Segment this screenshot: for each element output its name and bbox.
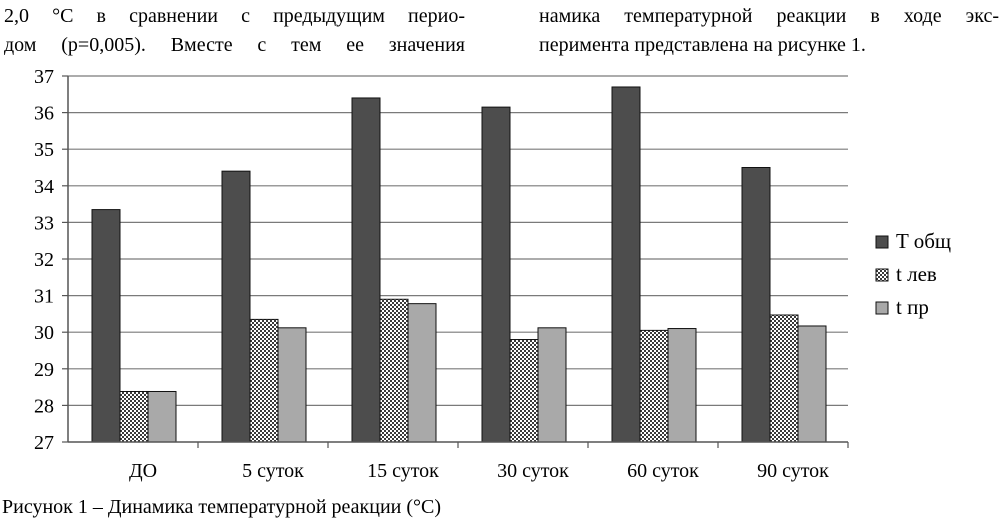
x-tick-label: 15 суток <box>367 460 439 482</box>
y-tick-label: 28 <box>34 395 54 417</box>
paragraph-right: намика температурной реакции в ходе экс-… <box>539 2 999 60</box>
bar-t-obsch <box>91 209 121 443</box>
bar-t-pr <box>277 327 307 443</box>
axes <box>62 75 849 448</box>
bar-t-pr <box>667 328 697 443</box>
y-tick-label: 36 <box>34 103 54 125</box>
y-tick-label: 34 <box>34 176 54 198</box>
bar-t-obsch <box>481 106 511 443</box>
paragraph-right-line-1: намика температурной реакции в ходе экс- <box>539 5 999 27</box>
bar-t-lev <box>379 298 409 443</box>
x-axis-ticks: ДО 5 суток 15 суток 30 суток 60 суток 90 суто… <box>129 460 829 482</box>
legend: T общ t лев t пр <box>875 229 951 319</box>
y-tick-label: 33 <box>34 212 54 234</box>
legend-label: t пр <box>896 295 929 319</box>
paragraph-left-line-2: дом (p=0,005). Вместе с тем ее значения <box>4 34 465 56</box>
y-tick-label: 37 <box>34 66 54 88</box>
legend-label: t лев <box>896 262 937 286</box>
bar-t-lev <box>509 339 539 443</box>
y-tick-label: 32 <box>34 249 54 271</box>
bar-t-lev <box>769 314 799 443</box>
x-tick-label: 5 суток <box>242 460 304 482</box>
legend-swatch <box>875 268 889 282</box>
paragraph-right-line-2: перимента представлена на рисунке 1. <box>539 34 866 56</box>
bar-t-pr <box>537 327 567 443</box>
paragraph-left: 2,0 °С в сравнении с предыдущим перио- д… <box>4 2 465 60</box>
bar-t-obsch <box>611 86 641 443</box>
figure-caption: Рисунок 1 – Динамика температурной реакц… <box>2 496 442 518</box>
bar-t-lev <box>639 329 669 443</box>
y-tick-label: 30 <box>34 322 54 344</box>
y-tick-label: 35 <box>34 139 54 161</box>
legend-swatch <box>875 235 889 249</box>
x-tick-label: ДО <box>129 460 157 482</box>
bar-t-lev <box>249 318 279 443</box>
grid-layer <box>68 75 848 406</box>
bar-t-obsch <box>741 167 771 443</box>
x-tick-label: 60 суток <box>627 460 699 482</box>
bar-t-pr <box>407 303 437 443</box>
bar-t-obsch <box>351 97 381 443</box>
bar-t-pr <box>147 390 177 443</box>
bar-t-lev <box>119 390 149 443</box>
bar-t-obsch <box>221 170 251 443</box>
temperature-bar-chart: 27 28 29 30 31 32 33 34 35 36 37 ДО 5 суток 15 суток… <box>34 66 951 482</box>
bar-t-pr <box>797 325 827 443</box>
bars <box>91 86 827 443</box>
y-axis-ticks: 27 28 29 30 31 32 33 34 35 36 37 <box>34 66 54 454</box>
x-tick-label: 30 суток <box>497 460 569 482</box>
x-tick-label: 90 суток <box>757 460 829 482</box>
y-tick-label: 29 <box>34 359 54 381</box>
y-tick-label: 27 <box>34 432 54 454</box>
legend-label: T общ <box>896 229 951 253</box>
y-tick-label: 31 <box>34 286 54 308</box>
paragraph-left-line-1: 2,0 °С в сравнении с предыдущим перио- <box>4 5 465 27</box>
legend-swatch <box>875 301 889 315</box>
